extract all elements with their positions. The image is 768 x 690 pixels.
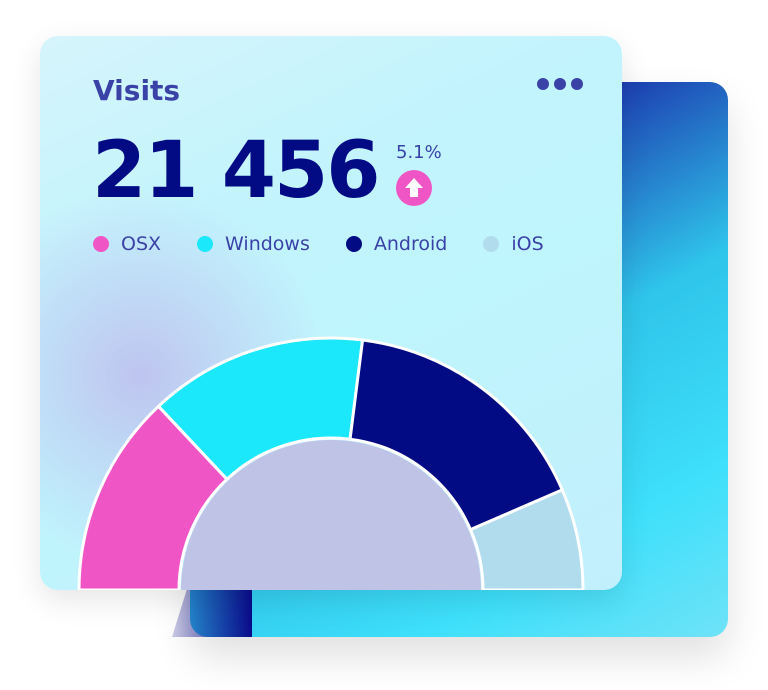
legend-item-windows: Windows (197, 233, 310, 255)
chart-legend: OSX Windows Android iOS (93, 233, 580, 255)
legend-label: OSX (121, 233, 162, 255)
change-percent: 5.1% (396, 142, 442, 163)
legend-dot (345, 236, 362, 252)
legend-label: Windows (225, 233, 310, 255)
legend-dot (197, 236, 214, 252)
legend-label: Android (373, 233, 448, 255)
donut-segment-ios (468, 487, 585, 590)
visits-total: 21 456 (92, 126, 381, 216)
arrow-up-icon (396, 170, 432, 206)
visits-card: Visits 21 456 5.1% OSX Windows Android i… (40, 36, 622, 590)
legend-label: iOS (511, 233, 544, 255)
legend-item-android: Android (345, 233, 448, 255)
donut-hole (181, 440, 481, 590)
legend-item-ios: iOS (483, 233, 544, 255)
legend-dot (483, 236, 500, 252)
more-options-icon[interactable] (537, 78, 583, 90)
card-title: Visits (93, 74, 181, 107)
legend-item-osx: OSX (93, 233, 161, 255)
legend-dot (93, 236, 109, 252)
half-donut-chart (77, 336, 585, 590)
